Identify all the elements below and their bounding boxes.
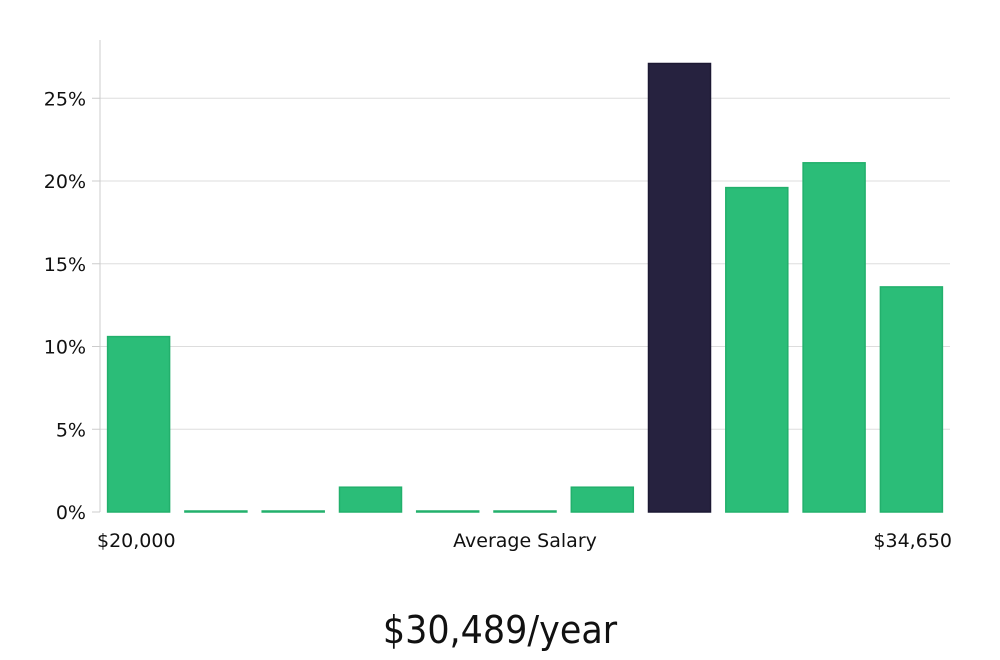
bar [570, 486, 635, 513]
y-tick-label: 5% [56, 419, 86, 441]
bar [338, 486, 403, 513]
bar [802, 162, 866, 513]
y-tick-label: 10% [44, 337, 86, 359]
bar [493, 510, 557, 513]
y-tick-label: 25% [44, 88, 86, 110]
y-tick-label: 15% [44, 254, 86, 276]
bars [106, 62, 944, 513]
bar [415, 510, 480, 513]
bar-highlighted [647, 62, 712, 513]
average-salary-headline: $30,489/year [382, 608, 618, 652]
x-axis-max-label: $34,650 [873, 530, 952, 552]
y-axis-ticks: 0% 5% 10% 15% 20% 25% [44, 88, 100, 524]
bar [725, 186, 789, 513]
y-tick-label: 20% [44, 171, 86, 193]
y-tick-label: 0% [56, 502, 86, 524]
x-axis-title: Average Salary [453, 530, 597, 552]
salary-histogram: 0%5%10%15%20%25% $20,000 Average Salary … [44, 40, 952, 552]
x-axis-min-label: $20,000 [97, 530, 176, 552]
bar [184, 510, 248, 513]
bar [261, 510, 325, 513]
bar [106, 335, 171, 513]
bar [879, 286, 944, 513]
